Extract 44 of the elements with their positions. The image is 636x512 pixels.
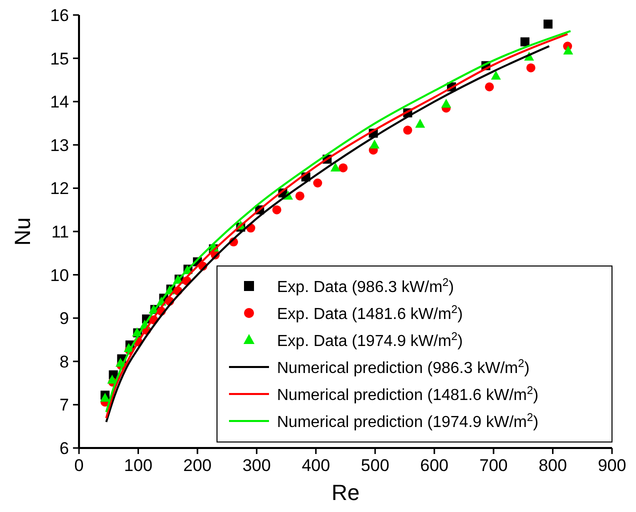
point — [415, 118, 426, 128]
point — [313, 178, 322, 188]
x-tick-label: 900 — [598, 456, 626, 475]
point — [403, 126, 412, 135]
point — [370, 140, 380, 148]
point — [295, 191, 304, 200]
legend-label: Numerical prediction (986.3 kW/m$^{2}$) — [277, 358, 530, 377]
y-tick-label: 9 — [60, 309, 69, 328]
point — [544, 20, 553, 29]
y-tick-label: 8 — [60, 352, 69, 372]
y-tick-label: 12 — [50, 179, 69, 198]
x-tick-label: 400 — [302, 456, 330, 475]
legend-label: Exp. Data (1481.6 kW/m$^{2}$) — [277, 304, 463, 323]
y-tick-label: 14 — [50, 92, 69, 112]
x-tick-label: 700 — [479, 456, 508, 475]
point — [330, 162, 340, 172]
legend-label: Exp. Data (1974.9 kW/m$^{2}$) — [277, 331, 463, 350]
y-tick-label: 11 — [51, 222, 69, 242]
y-tick-label: 16 — [50, 6, 69, 25]
legend-label: Exp. Data (986.3 kW/m$^{2}$) — [277, 277, 454, 296]
point — [441, 98, 452, 108]
point — [520, 37, 530, 46]
x-tick-label: 500 — [360, 456, 390, 475]
x-tick-label: 300 — [242, 456, 271, 475]
y-tick-label: 7 — [60, 396, 69, 415]
x-axis-title: Re — [331, 480, 360, 505]
x-tick-label: 100 — [124, 456, 152, 475]
point — [484, 82, 494, 92]
point — [563, 46, 574, 55]
y-tick-label: 10 — [50, 266, 69, 285]
point — [526, 63, 536, 72]
x-tick-label: 0 — [74, 456, 84, 475]
x-tick-label: 200 — [183, 456, 212, 475]
y-tick-label: 13 — [50, 136, 69, 155]
legend-label: Numerical prediction (1974.9 kW/m$^{2}$) — [277, 412, 538, 431]
point — [272, 205, 282, 214]
x-tick-label: 600 — [420, 456, 449, 475]
y-tick-label: 6 — [60, 439, 69, 458]
point — [490, 70, 501, 80]
y-axis-title: Nu — [10, 217, 35, 246]
point — [338, 163, 348, 172]
x-tick-label: 800 — [538, 456, 567, 475]
legend-label: Numerical prediction (1481.6 kW/m$^{2}$) — [277, 385, 538, 404]
y-tick-label: 15 — [50, 49, 69, 68]
